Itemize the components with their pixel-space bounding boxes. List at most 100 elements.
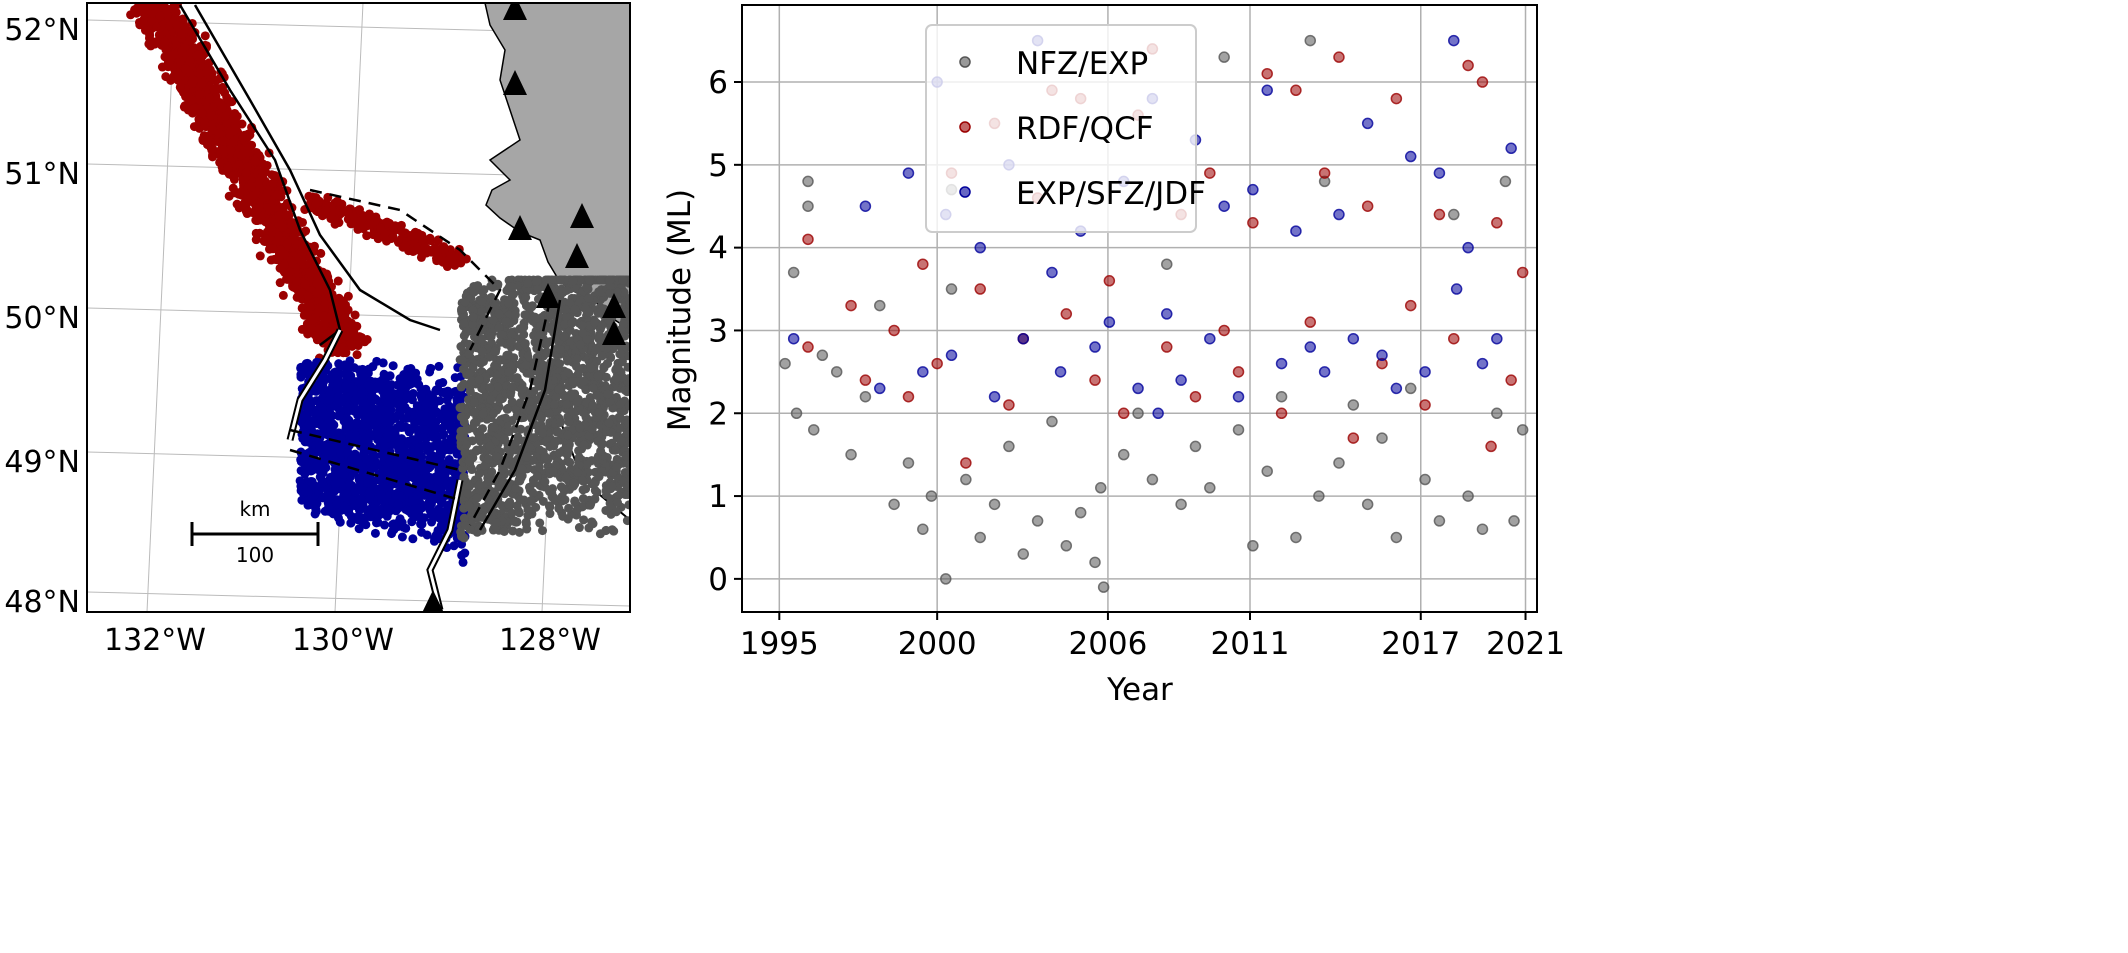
epicenter-dot [563,356,573,366]
epicenter-dot [440,468,450,478]
epicenter-dot [425,392,435,402]
epicenter-dot [372,427,382,437]
epicenter-dot [160,37,170,47]
epicenter-dot [447,254,457,264]
epicenter-dot [271,237,281,247]
epicenter-dot [237,150,247,160]
epicenter-dot [380,229,390,239]
epicenter-dot [306,496,316,506]
epicenter-dot [595,529,605,539]
epicenter-dot [429,407,439,417]
epicenter-dot [456,258,466,268]
epicenter-dot [402,413,412,423]
epicenter-dot [331,509,341,519]
epicenter-dot [366,384,376,394]
epicenter-dot [155,11,165,21]
epicenter-dot [258,159,268,169]
epicenter-dot [311,396,321,406]
epicenter-dot [224,191,234,201]
epicenter-dot [177,47,187,57]
epicenter-dot [228,183,238,193]
epicenter-dot [144,28,154,38]
epicenter-dot [623,429,630,438]
epicenter-dot [266,255,276,265]
epicenter-dot [318,468,328,478]
epicenter-dot [223,163,233,173]
epicenter-dot [345,339,355,349]
epicenter-dot [317,478,327,488]
epicenter-dot [385,393,395,403]
epicenter-dot [315,444,325,454]
epicenter-dot [303,291,313,301]
epicenter-dot [144,39,154,49]
epicenter-dot [353,457,363,467]
epicenter-dot [387,529,397,539]
epicenter-dot [207,125,217,135]
epicenter-dot [204,58,214,68]
epicenter-dot [582,460,592,470]
epicenter-dot [522,524,532,534]
epicenter-dot [303,397,313,407]
epicenter-dot [574,452,584,462]
epicenter-dot [205,93,215,103]
epicenter-dot [444,401,454,411]
epicenter-dot [254,203,264,213]
epicenter-dot [353,512,363,522]
epicenter-dot [413,480,423,490]
epicenter-dot [421,399,431,409]
epicenter-dot [442,410,452,420]
epicenter-dot [556,344,566,354]
epicenter-dot [444,455,454,465]
epicenter-dot [354,376,364,386]
epicenter-dot [257,167,267,177]
epicenter-dot [383,433,393,443]
epicenter-dot [336,343,346,353]
epicenter-dot [430,244,440,254]
epicenter-dot [165,21,175,31]
epicenter-dot [332,196,342,206]
epicenter-dot [187,78,197,88]
epicenter-dot [222,93,232,103]
epicenter-dot [238,133,248,143]
epicenter-dot [439,244,449,254]
epicenter-dot [222,118,232,128]
epicenter-dot [388,361,398,371]
epicenter-dot [362,413,372,423]
epicenter-dot [326,214,336,224]
epicenter-dot [427,517,437,527]
epicenter-dot [380,520,390,530]
epicenter-dot [343,208,353,218]
epicenter-dot [367,392,377,402]
epicenter-dot [147,15,157,25]
epicenter-dot [370,451,380,461]
epicenter-dot [520,310,530,320]
epicenter-dot [487,467,497,477]
epicenter-dot [477,424,487,434]
epicenter-dot [229,171,239,181]
epicenter-dot [344,371,354,381]
epicenter-dot [334,411,344,421]
epicenter-dot [220,111,230,121]
epicenter-dot [200,119,210,129]
epicenter-dot [248,191,258,201]
epicenter-dot [296,370,306,380]
epicenter-dot [364,364,374,374]
epicenter-dot [274,252,284,262]
epicenter-dot [422,470,432,480]
epicenter-dot [342,492,352,502]
epicenter-dot [414,434,424,444]
epicenter-dot [361,520,371,530]
epicenter-dot [175,82,185,92]
epicenter-dot [321,205,331,215]
epicenter-dot [185,36,195,46]
map-panel: 52°N51°N50°N49°N48°N 132°W 130°W 128°W km … [4,2,631,658]
epicenters [126,3,630,567]
epicenter-dot [174,70,184,80]
epicenter-dot [305,466,315,476]
epicenter-dot [402,376,412,386]
epicenter-dot [324,415,334,425]
epicenter-dot [422,530,432,540]
epicenter-dot [366,220,376,230]
epicenter-dot [396,474,406,484]
